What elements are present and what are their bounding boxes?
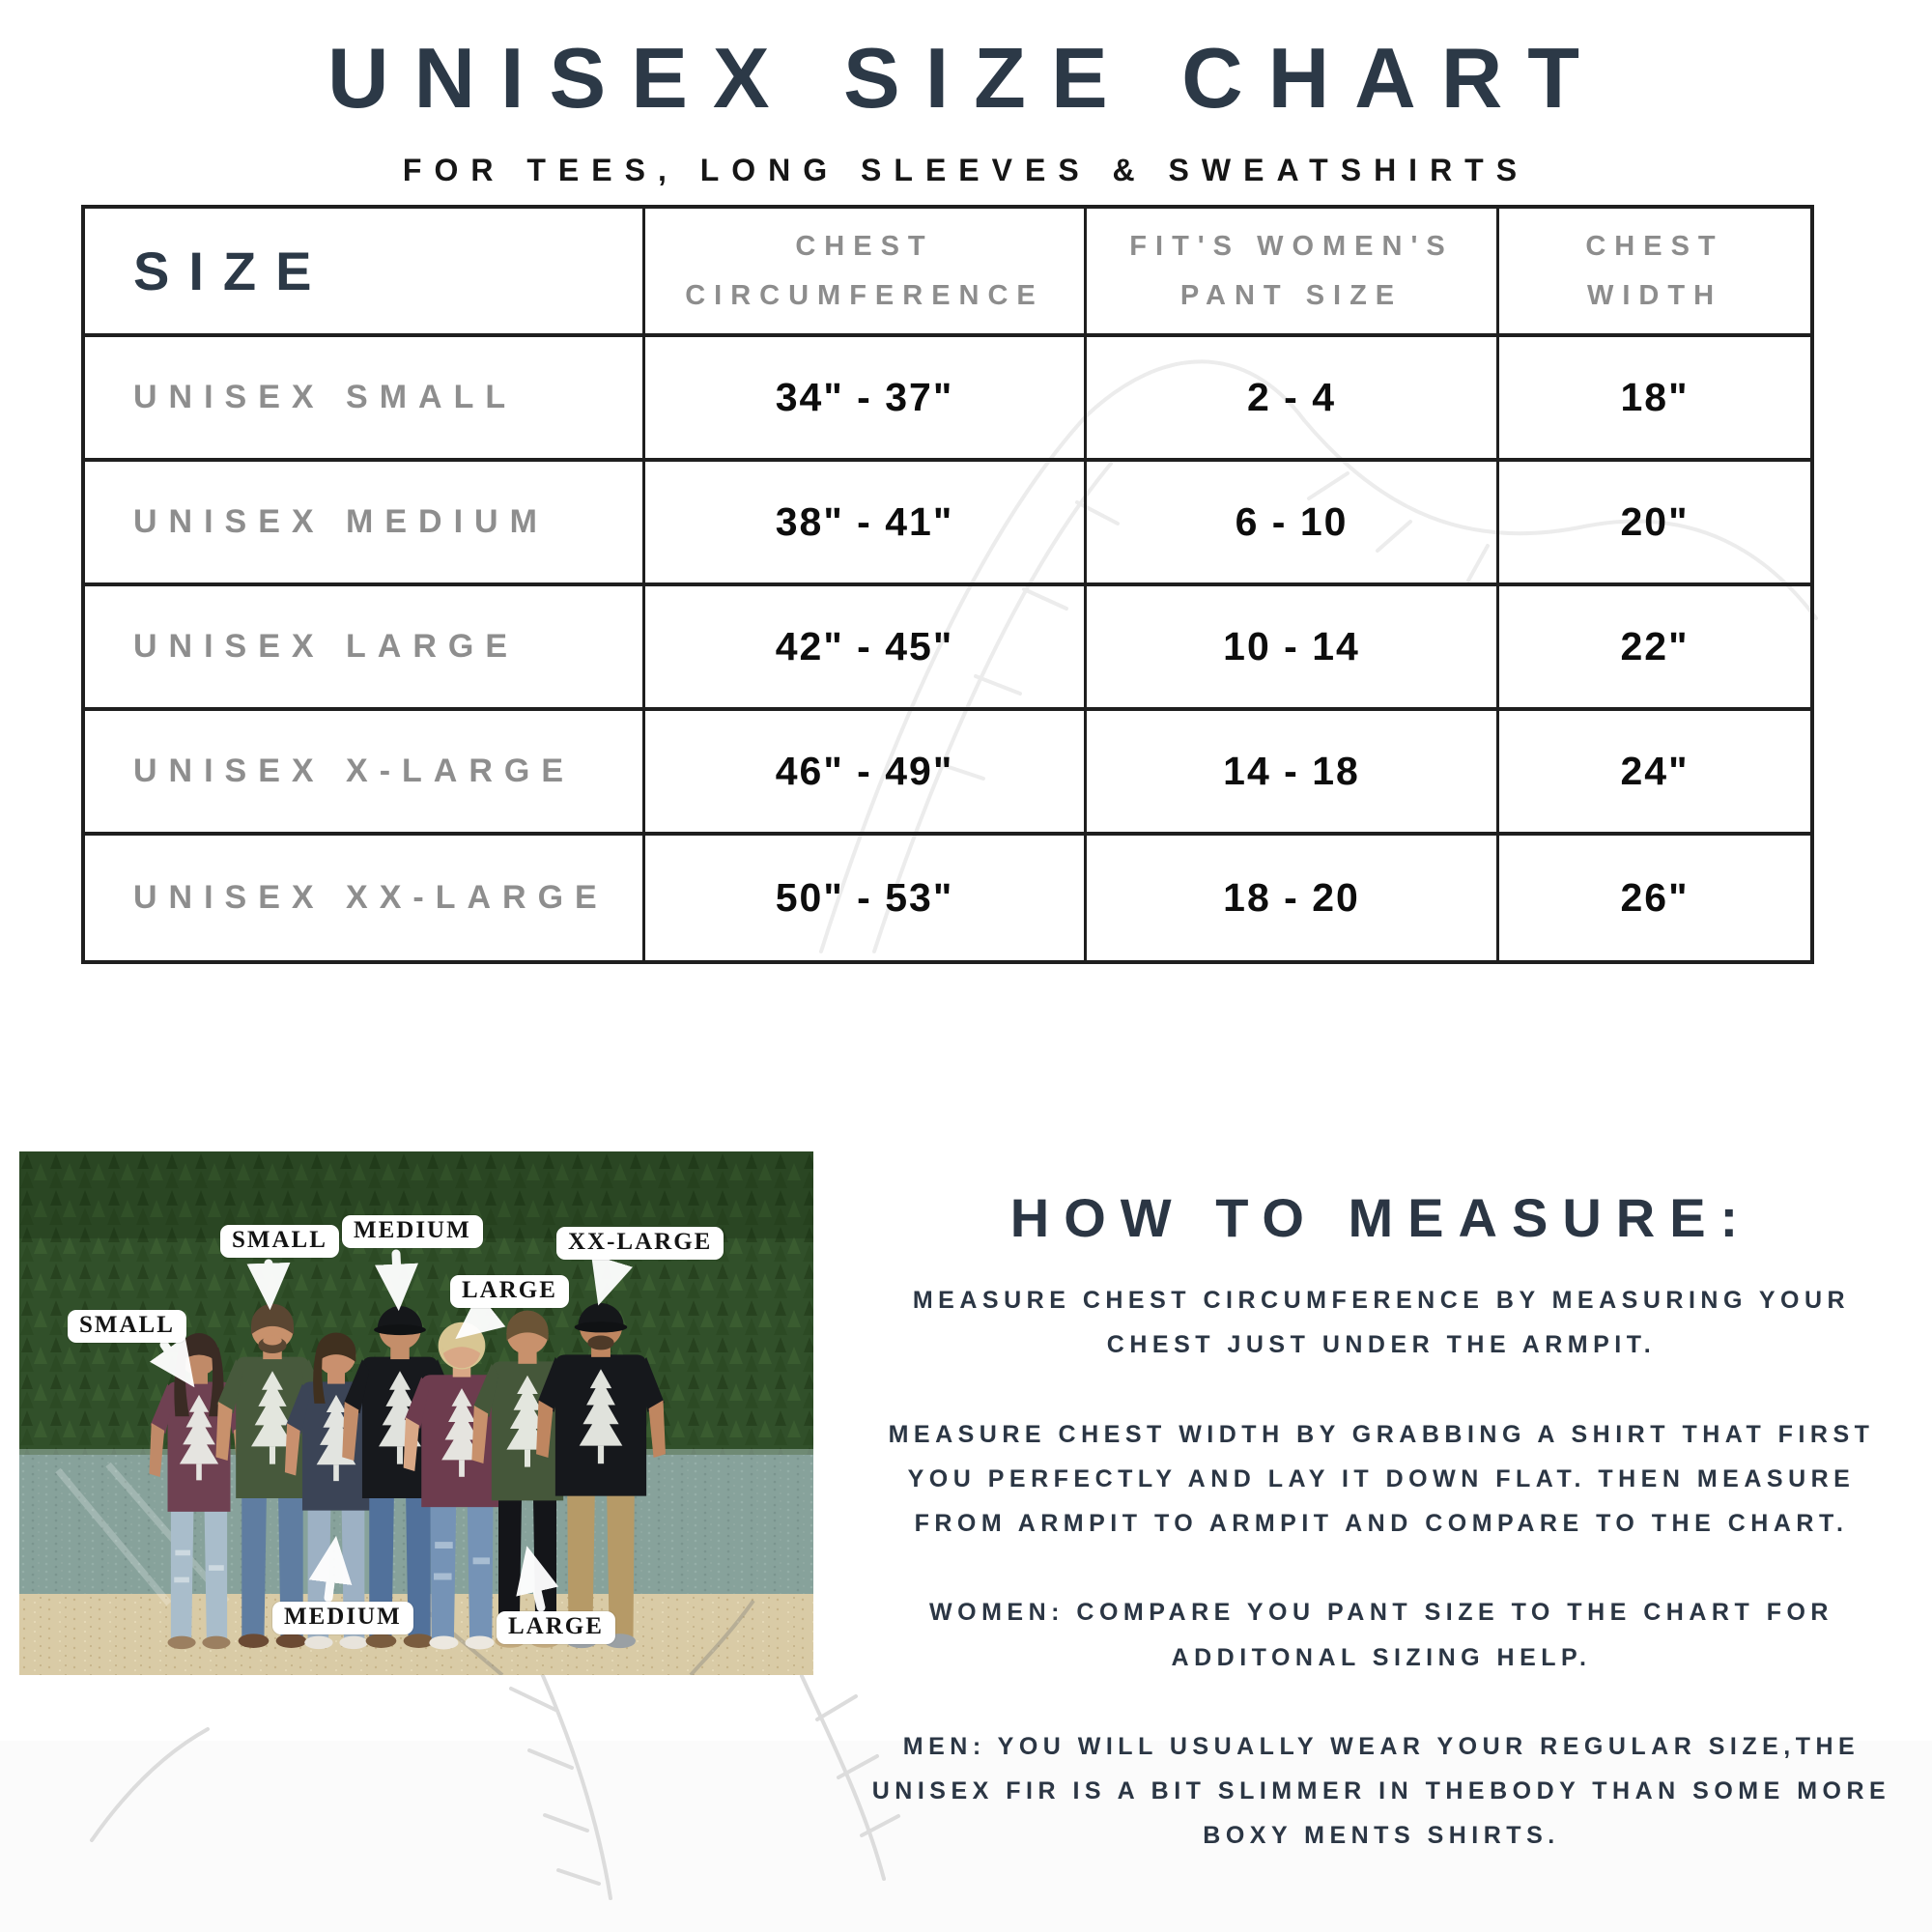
chest-width-cell: 24" <box>1499 711 1810 836</box>
bottom-band <box>0 1741 1932 1932</box>
size-callout-small-1: SMALL <box>68 1310 186 1343</box>
header-line: WIDTH <box>1586 279 1723 311</box>
header-line: CHEST <box>1585 230 1724 262</box>
chest-width-cell: 22" <box>1499 586 1810 711</box>
measure-instruction-chest-width: MEASURE CHEST WIDTH BY GRABBING A SHIRT … <box>888 1420 1875 1538</box>
measure-instruction-chest-circumference: MEASURE CHEST CIRCUMFERENCE BY MEASURING… <box>912 1287 1851 1359</box>
size-table: SIZE CHEST CIRCUMFERENCE FIT'S WOMEN'S P… <box>81 205 1814 964</box>
size-cell: UNISEX MEDIUM <box>85 462 645 586</box>
person-xxlarge-man <box>536 1303 666 1649</box>
chest-circumference-cell: 34" - 37" <box>645 337 1087 462</box>
chest-width-cell: 18" <box>1499 337 1810 462</box>
measure-instruction-women: WOMEN: COMPARE YOU PANT SIZE TO THE CHAR… <box>929 1599 1833 1671</box>
column-header-womens-pant-size: FIT'S WOMEN'S PANT SIZE <box>1087 209 1499 337</box>
size-cell: UNISEX LARGE <box>85 586 645 711</box>
group-photo: SMALL SMALL MEDIUM LARGE XX-LARGE MEDIUM… <box>19 1151 813 1675</box>
column-header-chest-width: CHEST WIDTH <box>1499 209 1810 337</box>
size-callout-medium-top: MEDIUM <box>342 1215 483 1248</box>
header-line: PANT SIZE <box>1179 279 1404 311</box>
callout-arrows <box>149 1249 634 1612</box>
how-to-measure-heading: HOW TO MEASURE: <box>1009 1187 1753 1248</box>
photo-scene <box>19 1151 813 1675</box>
size-callout-small-2: SMALL <box>220 1225 339 1258</box>
header-line: CHEST <box>795 230 934 262</box>
chest-width-cell: 26" <box>1620 875 1690 920</box>
pant-size-cell: 6 - 10 <box>1087 462 1499 586</box>
pant-size-cell: 2 - 4 <box>1087 337 1499 462</box>
column-header-size: SIZE <box>85 209 645 337</box>
page-title: UNISEX SIZE CHART <box>327 30 1605 126</box>
chest-width-cell: 20" <box>1499 462 1810 586</box>
size-callout-large-top: LARGE <box>450 1275 569 1308</box>
chest-circumference-cell: 46" - 49" <box>645 711 1087 836</box>
chest-circumference-cell: 38" - 41" <box>645 462 1087 586</box>
pant-size-cell: 14 - 18 <box>1087 711 1499 836</box>
header-line: FIT'S WOMEN'S <box>1129 230 1454 262</box>
column-header-chest-circumference: CHEST CIRCUMFERENCE <box>645 209 1087 337</box>
how-to-measure-section: HOW TO MEASURE: MEASURE CHEST CIRCUMFERE… <box>860 1186 1903 1903</box>
measure-instruction-men: MEN: YOU WILL USUALLY WEAR YOUR REGULAR … <box>871 1732 1891 1850</box>
pant-size-cell: 10 - 14 <box>1087 586 1499 711</box>
size-cell: UNISEX SMALL <box>85 337 645 462</box>
chest-circumference-cell: 42" - 45" <box>645 586 1087 711</box>
size-cell: UNISEX XX-LARGE <box>85 836 645 960</box>
size-callout-xx-large: XX-LARGE <box>556 1227 724 1260</box>
chest-circumference-cell: 50" - 53" <box>645 836 1087 960</box>
page-subtitle: FOR TEES, LONG SLEEVES & SWEATSHIRTS <box>402 153 1530 187</box>
size-callout-large-bottom: LARGE <box>497 1611 615 1644</box>
header-line: CIRCUMFERENCE <box>685 279 1044 311</box>
size-callout-medium-bottom: MEDIUM <box>272 1602 413 1634</box>
pant-size-cell: 18 - 20 <box>1087 836 1499 960</box>
size-cell: UNISEX X-LARGE <box>85 711 645 836</box>
